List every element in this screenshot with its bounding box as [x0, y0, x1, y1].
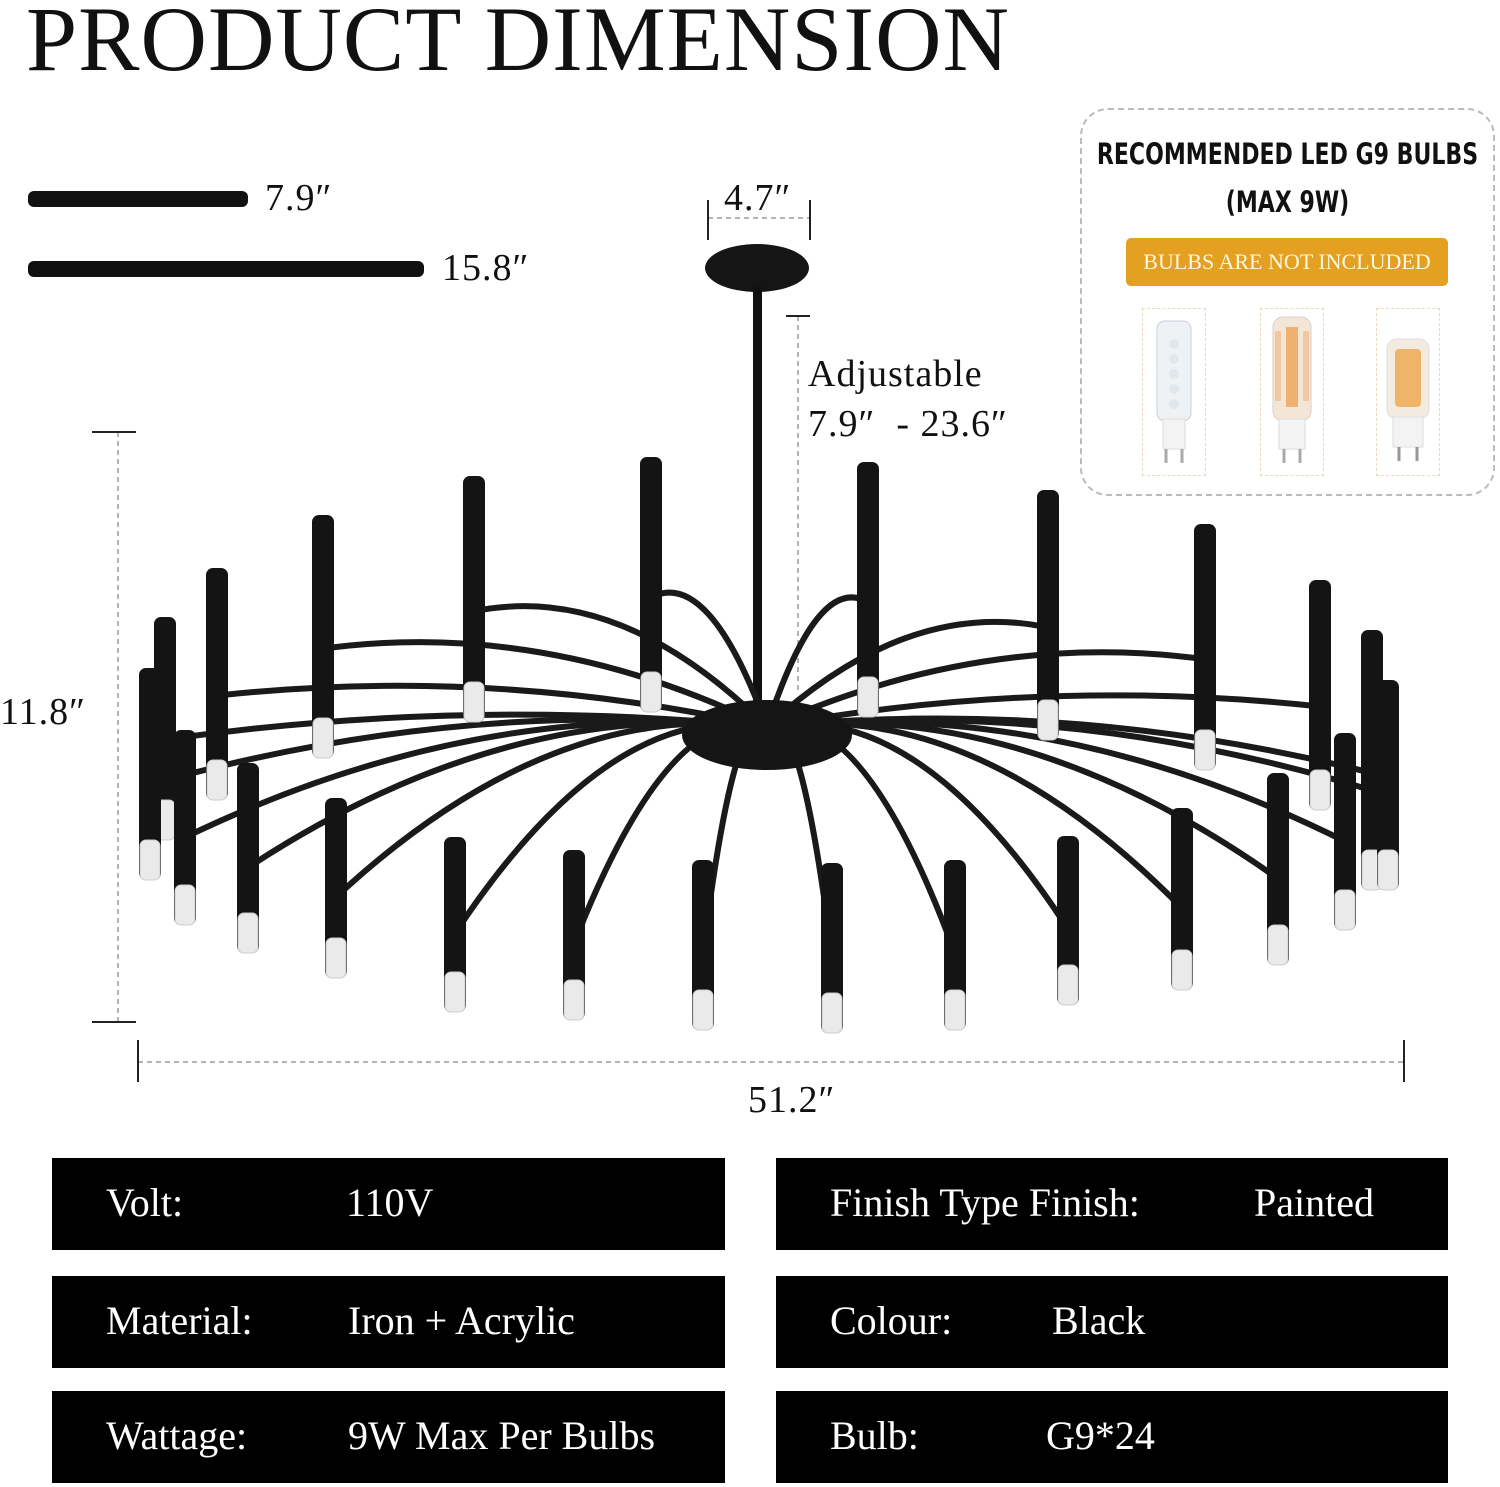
- acrylic-shade: [857, 676, 879, 718]
- acrylic-shade: [563, 979, 585, 1021]
- spec-colour: Colour: Black: [776, 1276, 1448, 1368]
- acrylic-shade: [444, 971, 466, 1013]
- acrylic-shade: [944, 989, 966, 1031]
- acrylic-shade: [821, 992, 843, 1034]
- light-tube: [821, 863, 843, 1033]
- adjustable-label: Adjustable: [808, 353, 983, 395]
- height-label: 11.8″: [0, 691, 86, 733]
- spec-label: Volt:: [106, 1180, 184, 1225]
- rod-short: [28, 191, 248, 207]
- acrylic-shade: [640, 671, 662, 713]
- chandelier-arm: [473, 603, 770, 730]
- acrylic-shade: [312, 717, 334, 759]
- light-tube: [563, 850, 585, 1020]
- light-tube: [857, 462, 879, 717]
- light-tube: [174, 730, 196, 925]
- light-tube: [463, 476, 485, 722]
- acrylic-shade: [1171, 949, 1193, 991]
- acrylic-shade: [237, 912, 259, 954]
- spec-label: Wattage:: [106, 1413, 248, 1458]
- light-tube: [1194, 524, 1216, 770]
- chandelier-arm: [649, 589, 770, 729]
- spec-label: Bulb:: [830, 1413, 919, 1458]
- spec-bulb: Bulb: G9*24: [776, 1391, 1448, 1483]
- light-tube: [1334, 733, 1356, 930]
- spec-volt: Volt: 110V: [52, 1158, 725, 1250]
- light-tube: [312, 515, 334, 758]
- bulbs-panel-title: RECOMMENDED LED G9 BULBS: [1096, 137, 1479, 171]
- spec-value: 9W Max Per Bulbs: [348, 1413, 656, 1458]
- spec-value: G9*24: [1046, 1413, 1155, 1458]
- center-hub: [682, 700, 852, 770]
- light-tube: [640, 457, 662, 712]
- acrylic-shade: [325, 937, 347, 979]
- rod-long: [28, 261, 424, 277]
- acrylic-shade: [1057, 964, 1079, 1006]
- canopy-width-label: 4.7″: [724, 177, 792, 219]
- recommended-bulbs-panel: RECOMMENDED LED G9 BULBS (MAX 9W) BULBS …: [1080, 108, 1495, 496]
- chandelier-drawing: [92, 200, 1405, 1082]
- light-tube: [139, 668, 161, 880]
- acrylic-shade: [463, 681, 485, 723]
- light-tube: [1377, 680, 1399, 890]
- chandelier-arm: [766, 716, 1389, 799]
- acrylic-shade: [1334, 889, 1356, 931]
- acrylic-shade: [692, 989, 714, 1031]
- chandelier-arm: [216, 682, 768, 730]
- chandelier-arm: [183, 718, 768, 840]
- adjustable-range: 7.9″ - 23.6″: [808, 403, 1008, 445]
- chandelier-arm: [764, 618, 1049, 730]
- light-tube: [692, 860, 714, 1030]
- canopy: [705, 244, 809, 292]
- acrylic-shade: [139, 839, 161, 881]
- acrylic-shade: [174, 884, 196, 926]
- light-tube: [325, 798, 347, 978]
- light-tube: [1057, 836, 1079, 1005]
- spec-label: Colour:: [830, 1298, 953, 1343]
- spec-label: Material:: [106, 1298, 253, 1343]
- acrylic-shade: [1037, 699, 1059, 741]
- warm-cob-bulb-icon: [1376, 308, 1440, 476]
- acrylic-shade: [1194, 729, 1216, 771]
- light-tube: [1267, 773, 1289, 965]
- page-title: PRODUCT DIMENSION: [26, 0, 1010, 90]
- chandelier-arm: [322, 639, 769, 730]
- light-tube: [206, 568, 228, 800]
- bulbs-panel-subtitle: (MAX 9W): [1225, 185, 1350, 219]
- spec-value: Black: [1052, 1298, 1146, 1343]
- spec-value: Painted: [1254, 1180, 1374, 1225]
- rod-long-length: 15.8″: [442, 247, 530, 289]
- spec-material: Material: Iron + Acrylic: [52, 1276, 725, 1368]
- spec-label: Finish Type Finish:: [830, 1180, 1140, 1225]
- acrylic-shade: [1267, 924, 1289, 966]
- light-tube: [1037, 490, 1059, 740]
- downrod: [753, 285, 762, 705]
- chandelier-arm: [764, 594, 870, 728]
- warm-led-bulb-icon: [1260, 308, 1324, 476]
- rod-short-length: 7.9″: [265, 177, 333, 219]
- light-tube: [1171, 808, 1193, 990]
- light-tube: [1309, 580, 1331, 810]
- bulbs-not-included-badge: BULBS ARE NOT INCLUDED: [1126, 238, 1448, 286]
- spec-value: Iron + Acrylic: [348, 1298, 575, 1343]
- cool-white-led-bulb-icon: [1142, 308, 1206, 476]
- light-tube: [237, 763, 259, 953]
- width-label: 51.2″: [748, 1079, 836, 1121]
- spec-wattage: Wattage: 9W Max Per Bulbs: [52, 1391, 725, 1483]
- light-tube: [444, 837, 466, 1012]
- chandelier-arm: [766, 718, 1347, 845]
- acrylic-shade: [1309, 769, 1331, 811]
- spec-finish: Finish Type Finish: Painted: [776, 1158, 1448, 1250]
- light-tube: [944, 860, 966, 1030]
- acrylic-shade: [206, 759, 228, 801]
- chandelier-arm: [765, 649, 1206, 730]
- acrylic-shade: [1377, 849, 1399, 891]
- spec-value: 110V: [346, 1180, 434, 1225]
